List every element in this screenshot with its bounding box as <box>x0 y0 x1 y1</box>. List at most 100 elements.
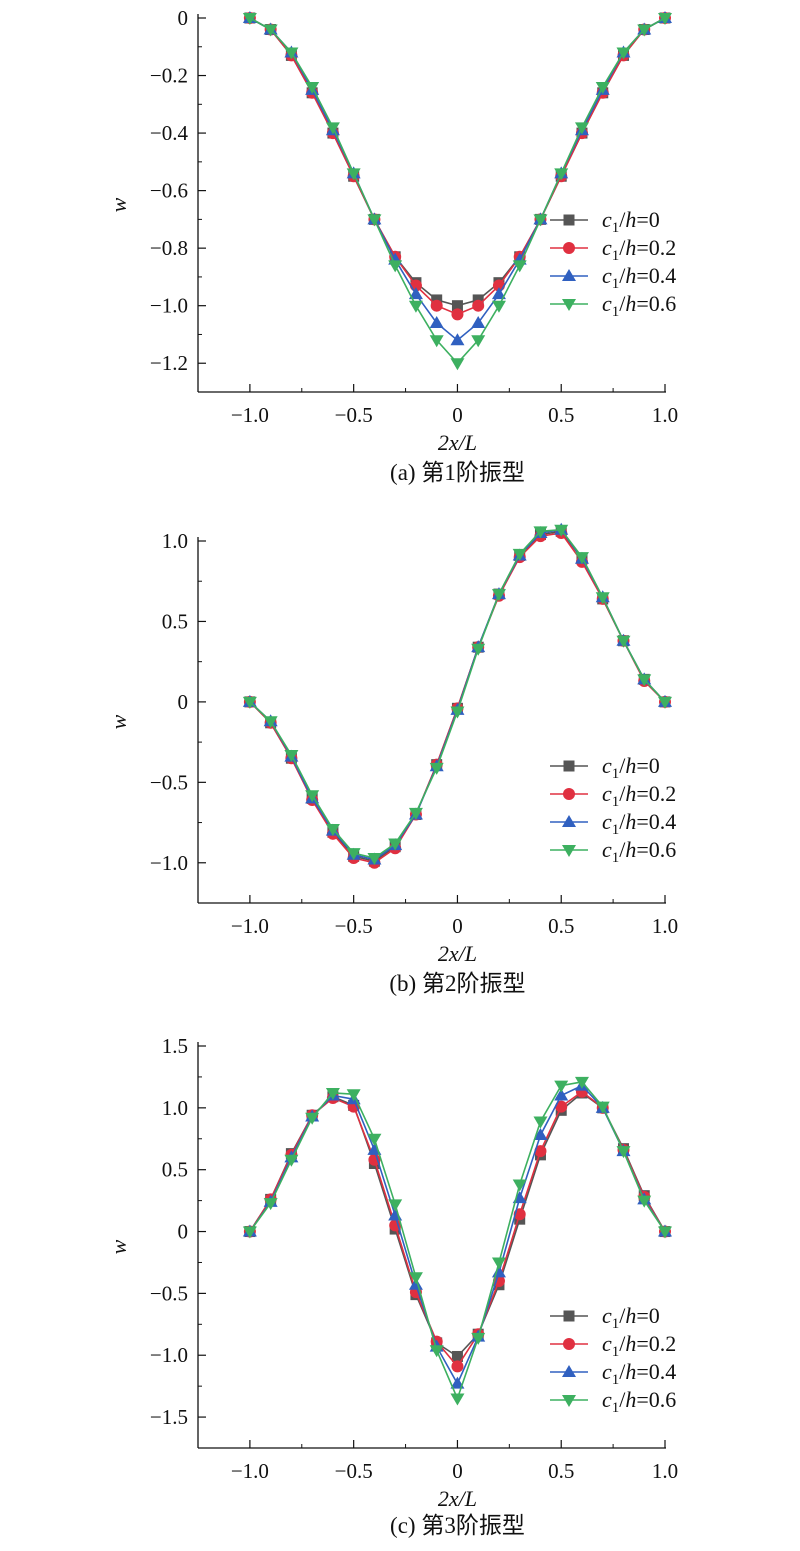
data-point <box>450 1376 465 1389</box>
data-point <box>491 589 506 602</box>
data-point <box>263 24 278 37</box>
y-tick-label: 0 <box>178 1220 189 1244</box>
data-point <box>512 260 527 273</box>
data-point <box>471 643 486 656</box>
legend-item: c1/h=0.6 <box>550 837 676 866</box>
legend-marker <box>562 845 576 857</box>
legend-marker <box>562 269 576 281</box>
data-point <box>574 1076 589 1089</box>
y-axis-label: w <box>106 1239 131 1254</box>
legend-label: c1/h=0 <box>602 1303 660 1332</box>
data-point <box>574 552 589 565</box>
legend-label: c1/h=0.2 <box>602 1331 676 1360</box>
data-point <box>595 592 610 605</box>
data-point <box>554 524 569 537</box>
y-tick-label: −1.0 <box>150 851 188 875</box>
legend-item: c1/h=0 <box>550 1303 660 1332</box>
data-point <box>450 706 465 719</box>
data-point <box>533 214 548 227</box>
data-point <box>389 1219 402 1232</box>
data-point <box>491 300 506 313</box>
data-point <box>491 1257 506 1270</box>
legend-label: c1/h=0.6 <box>602 837 676 866</box>
y-axis-label: w <box>106 197 131 212</box>
data-point <box>242 13 257 25</box>
legend-marker <box>562 1365 576 1377</box>
legend-item: c1/h=0.2 <box>550 1331 676 1360</box>
data-point <box>346 848 361 861</box>
legend: c1/h=0c1/h=0.2c1/h=0.4c1/h=0.6 <box>550 1303 676 1416</box>
legend-label: c1/h=0.4 <box>602 809 676 838</box>
data-point <box>451 300 463 312</box>
data-point <box>533 1116 548 1129</box>
data-point <box>242 1226 257 1239</box>
x-tick-label: 0 <box>452 403 463 427</box>
chart-panel-2: −1.0 −0.5 0 0.5 1.0 1.0 0.5 0 −0.5 −1.0 w 2x/L c1/h=… <box>106 522 678 996</box>
legend-label: c1/h=0.6 <box>602 291 676 320</box>
series-c1/h=0.6 <box>242 13 672 371</box>
x-axis-label: 2x/L <box>438 430 477 455</box>
legend-label: c1/h=0.6 <box>602 1387 676 1416</box>
y-tick-label: −1.5 <box>150 1405 188 1429</box>
legend-marker <box>563 1338 575 1350</box>
data-point <box>367 852 382 865</box>
legend-item: c1/h=0 <box>550 207 660 236</box>
data-point <box>346 1089 361 1102</box>
data-point <box>388 838 403 851</box>
data-point <box>242 696 257 709</box>
legend-item: c1/h=0.2 <box>550 235 676 264</box>
data-point <box>367 1133 382 1146</box>
data-point <box>471 315 486 328</box>
series-c1/h=0.6 <box>242 524 672 865</box>
legend-item: c1/h=0.6 <box>550 1387 676 1416</box>
data-point <box>450 333 465 346</box>
data-point <box>616 47 631 60</box>
legend-item: c1/h=0.2 <box>550 781 676 810</box>
y-axis-label: w <box>106 714 131 729</box>
legend-label: c1/h=0.4 <box>602 1359 676 1388</box>
data-point <box>658 1226 672 1239</box>
data-point <box>574 122 589 135</box>
x-tick-label: −0.5 <box>335 1459 373 1483</box>
data-point <box>346 168 361 181</box>
legend-item: c1/h=0.4 <box>550 1359 676 1388</box>
legend: c1/h=0c1/h=0.2c1/h=0.4c1/h=0.6 <box>550 753 676 866</box>
data-point <box>471 335 486 348</box>
x-tick-label: −1.0 <box>231 914 269 938</box>
legend-marker <box>563 760 575 772</box>
y-tick-label: 0.5 <box>162 609 188 633</box>
series-c1/h=0.6 <box>242 1076 672 1406</box>
y-tick-label: −0.6 <box>150 179 188 203</box>
x-tick-label: 0.5 <box>548 914 574 938</box>
data-point <box>305 82 320 95</box>
legend-label: c1/h=0.2 <box>602 235 676 264</box>
data-point <box>616 1146 631 1159</box>
series-c1/h=0.2 <box>243 1085 671 1373</box>
data-point <box>325 823 340 836</box>
data-point <box>554 1080 569 1093</box>
data-point <box>451 308 464 321</box>
data-point <box>451 1360 464 1373</box>
data-point <box>429 1345 444 1358</box>
legend-label: c1/h=0 <box>602 753 660 782</box>
y-tick-label: 0 <box>178 6 189 30</box>
legend-label: c1/h=0 <box>602 207 660 236</box>
y-tick-label: −0.5 <box>150 770 188 794</box>
x-tick-label: −0.5 <box>335 914 373 938</box>
data-point <box>263 1198 278 1211</box>
x-tick-label: −1.0 <box>231 1459 269 1483</box>
x-tick-label: 1.0 <box>652 914 678 938</box>
y-tick-label: 1.0 <box>162 529 188 553</box>
legend-marker <box>562 815 576 827</box>
figure-caption: (c) 第3阶振型 <box>390 1513 525 1538</box>
data-point <box>533 1128 548 1141</box>
data-point <box>512 1179 527 1192</box>
data-point <box>430 299 443 312</box>
data-point <box>408 807 423 820</box>
x-tick-label: 0.5 <box>548 1459 574 1483</box>
y-tick-label: 0 <box>178 690 189 714</box>
data-point <box>325 122 340 135</box>
y-tick-label: −0.8 <box>150 236 188 260</box>
legend-marker <box>563 214 575 226</box>
